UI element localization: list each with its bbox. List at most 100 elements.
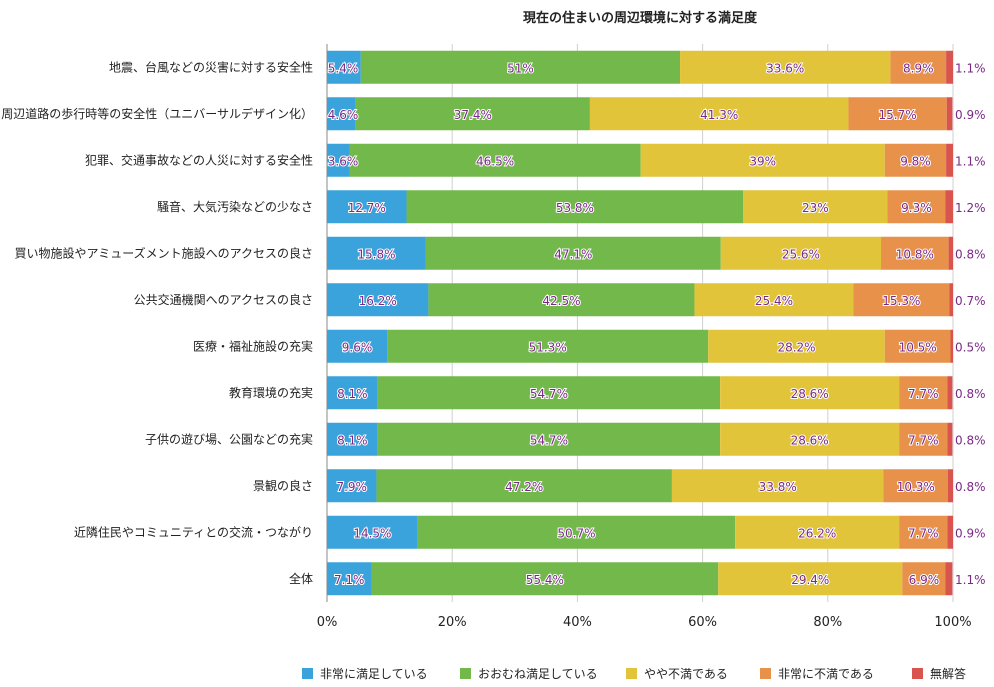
bar-segment: [387, 329, 709, 363]
bar-segment: [743, 190, 888, 224]
legend-swatch: [912, 668, 923, 679]
x-tick-label: 100%: [934, 615, 971, 630]
value-label: 42.5%: [542, 294, 580, 308]
bar-segment: [853, 283, 950, 317]
bar-segment: [718, 562, 903, 596]
bar-segment: [640, 143, 885, 177]
value-label: 47.1%: [554, 247, 592, 261]
bar-segment: [327, 515, 418, 549]
grid-lines: [326, 44, 954, 602]
bar-segment: [720, 376, 900, 410]
bar-segment: [327, 469, 377, 503]
value-label: 33.8%: [759, 480, 797, 494]
bar-segment: [947, 515, 953, 549]
value-label: 9.3%: [901, 201, 932, 215]
legend-entry: 無解答: [930, 666, 966, 681]
value-label: 28.6%: [791, 387, 829, 401]
value-label: 10.3%: [897, 480, 935, 494]
bar-segment: [327, 422, 378, 456]
category-label: 周辺道路の歩行時等の安全性（ユニバーサルデザイン化）: [1, 106, 313, 121]
bar-segment: [902, 562, 946, 596]
bar-segment: [327, 376, 378, 410]
value-label: 0.8%: [955, 480, 986, 494]
bar-segment: [947, 469, 953, 503]
value-label: 0.9%: [955, 526, 986, 540]
bar-segment: [946, 97, 953, 131]
value-label: 5.4%: [328, 61, 359, 75]
chart-title: 現在の住まいの周辺環境に対する満足度: [523, 10, 758, 26]
bar-segment: [327, 329, 388, 363]
value-label: 54.7%: [530, 433, 568, 447]
value-label: 33.6%: [766, 61, 804, 75]
bar-segment: [327, 143, 350, 177]
legend-entry: やや不満である: [644, 667, 728, 681]
value-label: 9.8%: [900, 154, 931, 168]
value-label: 25.6%: [782, 247, 820, 261]
bar-segment: [735, 515, 900, 549]
legend-swatch: [626, 668, 637, 679]
bar-segment: [946, 143, 953, 177]
bar-segment: [948, 236, 953, 270]
value-label: 16.2%: [359, 294, 397, 308]
bar-segment: [327, 562, 372, 596]
value-label: 0.8%: [955, 247, 986, 261]
value-label: 4.6%: [328, 108, 359, 122]
bar-segment: [377, 422, 721, 456]
value-label: 47.2%: [505, 480, 543, 494]
bar-segment: [355, 97, 590, 131]
value-label: 0.8%: [955, 387, 986, 401]
legend-entry: おおむね満足している: [478, 667, 598, 681]
legend-entry: 非常に不満である: [778, 667, 874, 681]
bar-segment: [947, 422, 953, 456]
value-label: 1.1%: [955, 154, 986, 168]
bar-segment: [671, 469, 884, 503]
category-label: 子供の遊び場、公園などの充実: [145, 431, 313, 446]
value-label: 12.7%: [348, 201, 386, 215]
value-label: 10.5%: [899, 340, 937, 354]
value-label: 0.5%: [955, 340, 986, 354]
bar-segment: [945, 562, 953, 596]
value-label: 39%: [749, 154, 776, 168]
value-label: 25.4%: [755, 294, 793, 308]
bar-segment: [371, 562, 719, 596]
bar-segment: [720, 422, 900, 456]
bar-segment: [899, 422, 948, 456]
bar-segment: [887, 190, 946, 224]
bar-segment: [377, 376, 721, 410]
value-label: 50.7%: [557, 526, 595, 540]
category-label: 買い物施設やアミューズメント施設へのアクセスの良さ: [14, 245, 313, 260]
value-label: 15.7%: [879, 108, 917, 122]
legend-entry: 非常に満足している: [320, 667, 428, 681]
category-label: 公共交通機関へのアクセスの良さ: [134, 292, 313, 307]
bar-segment: [680, 50, 891, 84]
value-label: 28.2%: [777, 340, 815, 354]
value-label: 15.8%: [357, 247, 395, 261]
value-label: 14.5%: [353, 526, 391, 540]
bar-segment: [376, 469, 672, 503]
legend: 非常に満足している おおむね満足している やや不満である 非常に不満である 無解答: [302, 666, 966, 681]
value-label: 51.3%: [529, 340, 567, 354]
bar-segment: [899, 376, 948, 410]
bar-segment: [425, 236, 721, 270]
value-label: 46.5%: [476, 154, 514, 168]
value-label: 28.6%: [791, 433, 829, 447]
value-label: 7.7%: [908, 433, 939, 447]
legend-swatch: [302, 668, 313, 679]
x-tick-label: 20%: [438, 615, 467, 630]
bar-segment: [949, 283, 953, 317]
value-label: 8.1%: [337, 433, 368, 447]
value-label: 1.1%: [955, 61, 986, 75]
bar-segment: [884, 329, 951, 363]
value-label: 53.8%: [556, 201, 594, 215]
value-label: 7.1%: [334, 573, 365, 587]
value-label: 54.7%: [530, 387, 568, 401]
bars: [327, 50, 953, 596]
value-labels: 5.4% 51% 33.6% 8.9% 1.1% 4.6% 37.4% 41.3% 15.7% 0…: [327, 60, 987, 588]
value-label: 7.7%: [908, 387, 939, 401]
bar-segment: [327, 190, 407, 224]
bar-segment: [406, 190, 744, 224]
bar-segment: [890, 50, 947, 84]
category-label: 医療・福祉施設の充実: [193, 338, 313, 353]
value-label: 1.2%: [955, 201, 986, 215]
